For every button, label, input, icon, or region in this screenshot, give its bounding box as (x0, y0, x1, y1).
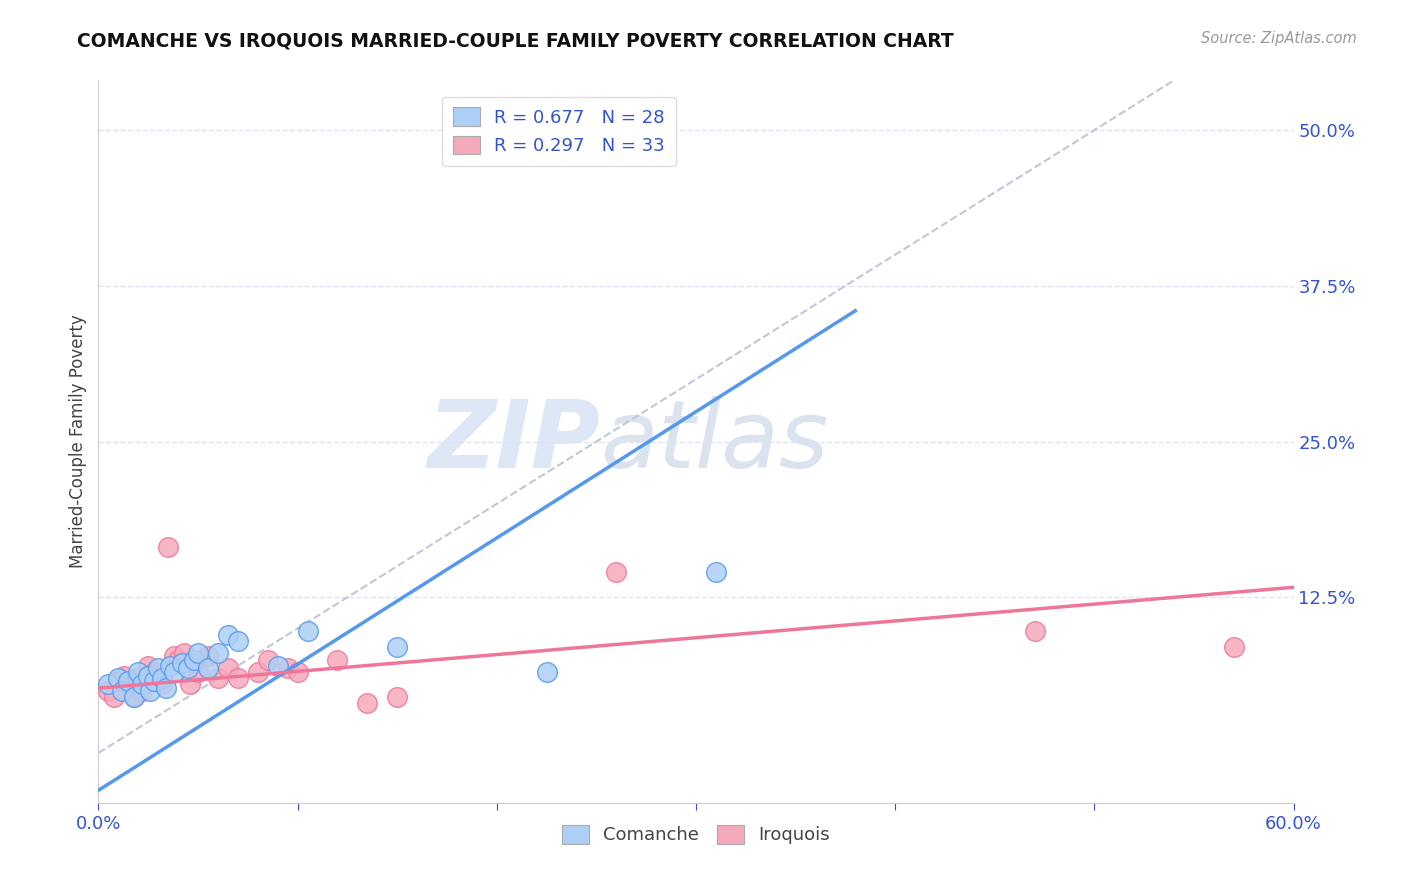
Point (127, 665, 149, 679)
Point (143, 665, 166, 679)
Point (136, 669, 159, 683)
Point (167, 652, 190, 666)
Point (256, 652, 278, 666)
Point (226, 671, 249, 685)
Point (536, 665, 558, 679)
Point (157, 541, 180, 555)
Point (217, 661, 239, 675)
Point (172, 657, 194, 671)
Point (297, 624, 319, 638)
Text: ZIP: ZIP (427, 395, 600, 488)
Point (207, 671, 229, 685)
Point (131, 677, 153, 691)
Point (150, 677, 173, 691)
Point (131, 683, 153, 698)
Point (605, 566, 627, 580)
Text: COMANCHE VS IROQUOIS MARRIED-COUPLE FAMILY POVERTY CORRELATION CHART: COMANCHE VS IROQUOIS MARRIED-COUPLE FAMI… (77, 31, 955, 50)
Point (117, 673, 139, 688)
Point (163, 648, 186, 663)
Point (139, 683, 162, 698)
Point (226, 633, 249, 648)
Point (136, 658, 159, 673)
Point (148, 661, 170, 675)
Point (267, 658, 290, 673)
Point (143, 673, 166, 688)
Point (124, 690, 146, 704)
Point (163, 665, 186, 679)
Legend: Comanche, Iroquois: Comanche, Iroquois (554, 818, 838, 852)
Point (97, 683, 120, 698)
Text: atlas: atlas (600, 396, 828, 487)
Point (197, 661, 219, 675)
Point (97, 677, 120, 691)
Point (385, 690, 409, 704)
Point (217, 627, 239, 641)
Point (150, 671, 173, 685)
Point (1223, 640, 1246, 654)
Point (120, 677, 142, 691)
Point (356, 696, 378, 710)
Point (277, 661, 299, 675)
Point (187, 646, 209, 660)
Point (107, 671, 129, 685)
Point (177, 661, 200, 675)
Point (103, 690, 125, 704)
Point (124, 690, 146, 704)
Point (107, 673, 129, 688)
Point (246, 665, 269, 679)
Point (159, 658, 181, 673)
Point (112, 669, 135, 683)
Point (148, 671, 170, 685)
Point (187, 665, 209, 679)
Point (183, 657, 205, 671)
Point (173, 646, 195, 660)
Point (179, 677, 201, 691)
Point (111, 683, 134, 698)
Point (127, 671, 149, 685)
Y-axis label: Married-Couple Family Poverty: Married-Couple Family Poverty (69, 315, 87, 568)
Point (287, 665, 309, 679)
Point (385, 640, 409, 654)
Text: Source: ZipAtlas.com: Source: ZipAtlas.com (1201, 31, 1357, 46)
Point (197, 648, 219, 663)
Point (326, 652, 349, 666)
Point (155, 681, 177, 696)
Point (704, 566, 727, 580)
Point (207, 646, 229, 660)
Point (1024, 624, 1046, 638)
Point (183, 652, 205, 666)
